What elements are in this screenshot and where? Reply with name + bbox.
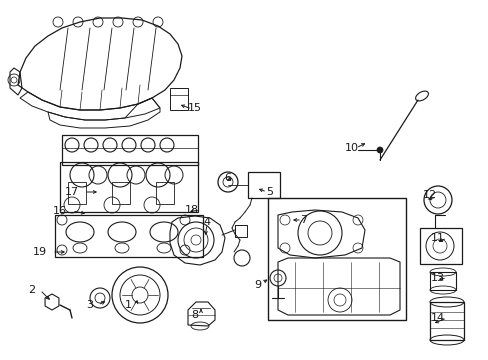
Text: 18: 18: [184, 205, 199, 215]
Text: 3: 3: [86, 300, 93, 310]
Bar: [247, 172, 280, 198]
Circle shape: [376, 147, 382, 153]
Bar: [62, 135, 198, 165]
Text: 11: 11: [430, 233, 444, 243]
Text: 15: 15: [187, 103, 202, 113]
Text: 17: 17: [65, 187, 79, 197]
Bar: [267, 198, 405, 320]
Bar: [429, 302, 463, 340]
Text: 8: 8: [191, 310, 198, 320]
Text: 13: 13: [430, 273, 444, 283]
Text: 19: 19: [33, 247, 47, 257]
Text: 10: 10: [345, 143, 358, 153]
Text: 2: 2: [28, 285, 36, 295]
Text: 9: 9: [254, 280, 261, 290]
Bar: [68, 182, 86, 204]
Text: 5: 5: [266, 187, 273, 197]
Text: 12: 12: [422, 190, 436, 200]
Bar: [170, 88, 187, 110]
Bar: [112, 182, 130, 204]
Bar: [419, 228, 461, 264]
Bar: [156, 182, 174, 204]
Text: 16: 16: [53, 206, 67, 216]
Bar: [60, 162, 198, 212]
Text: 1: 1: [124, 300, 131, 310]
Text: 4: 4: [203, 217, 210, 227]
Bar: [55, 215, 203, 257]
Text: 7: 7: [300, 215, 307, 225]
Bar: [429, 272, 455, 290]
Text: 6: 6: [224, 173, 231, 183]
Bar: [235, 225, 246, 237]
Text: 14: 14: [430, 313, 444, 323]
